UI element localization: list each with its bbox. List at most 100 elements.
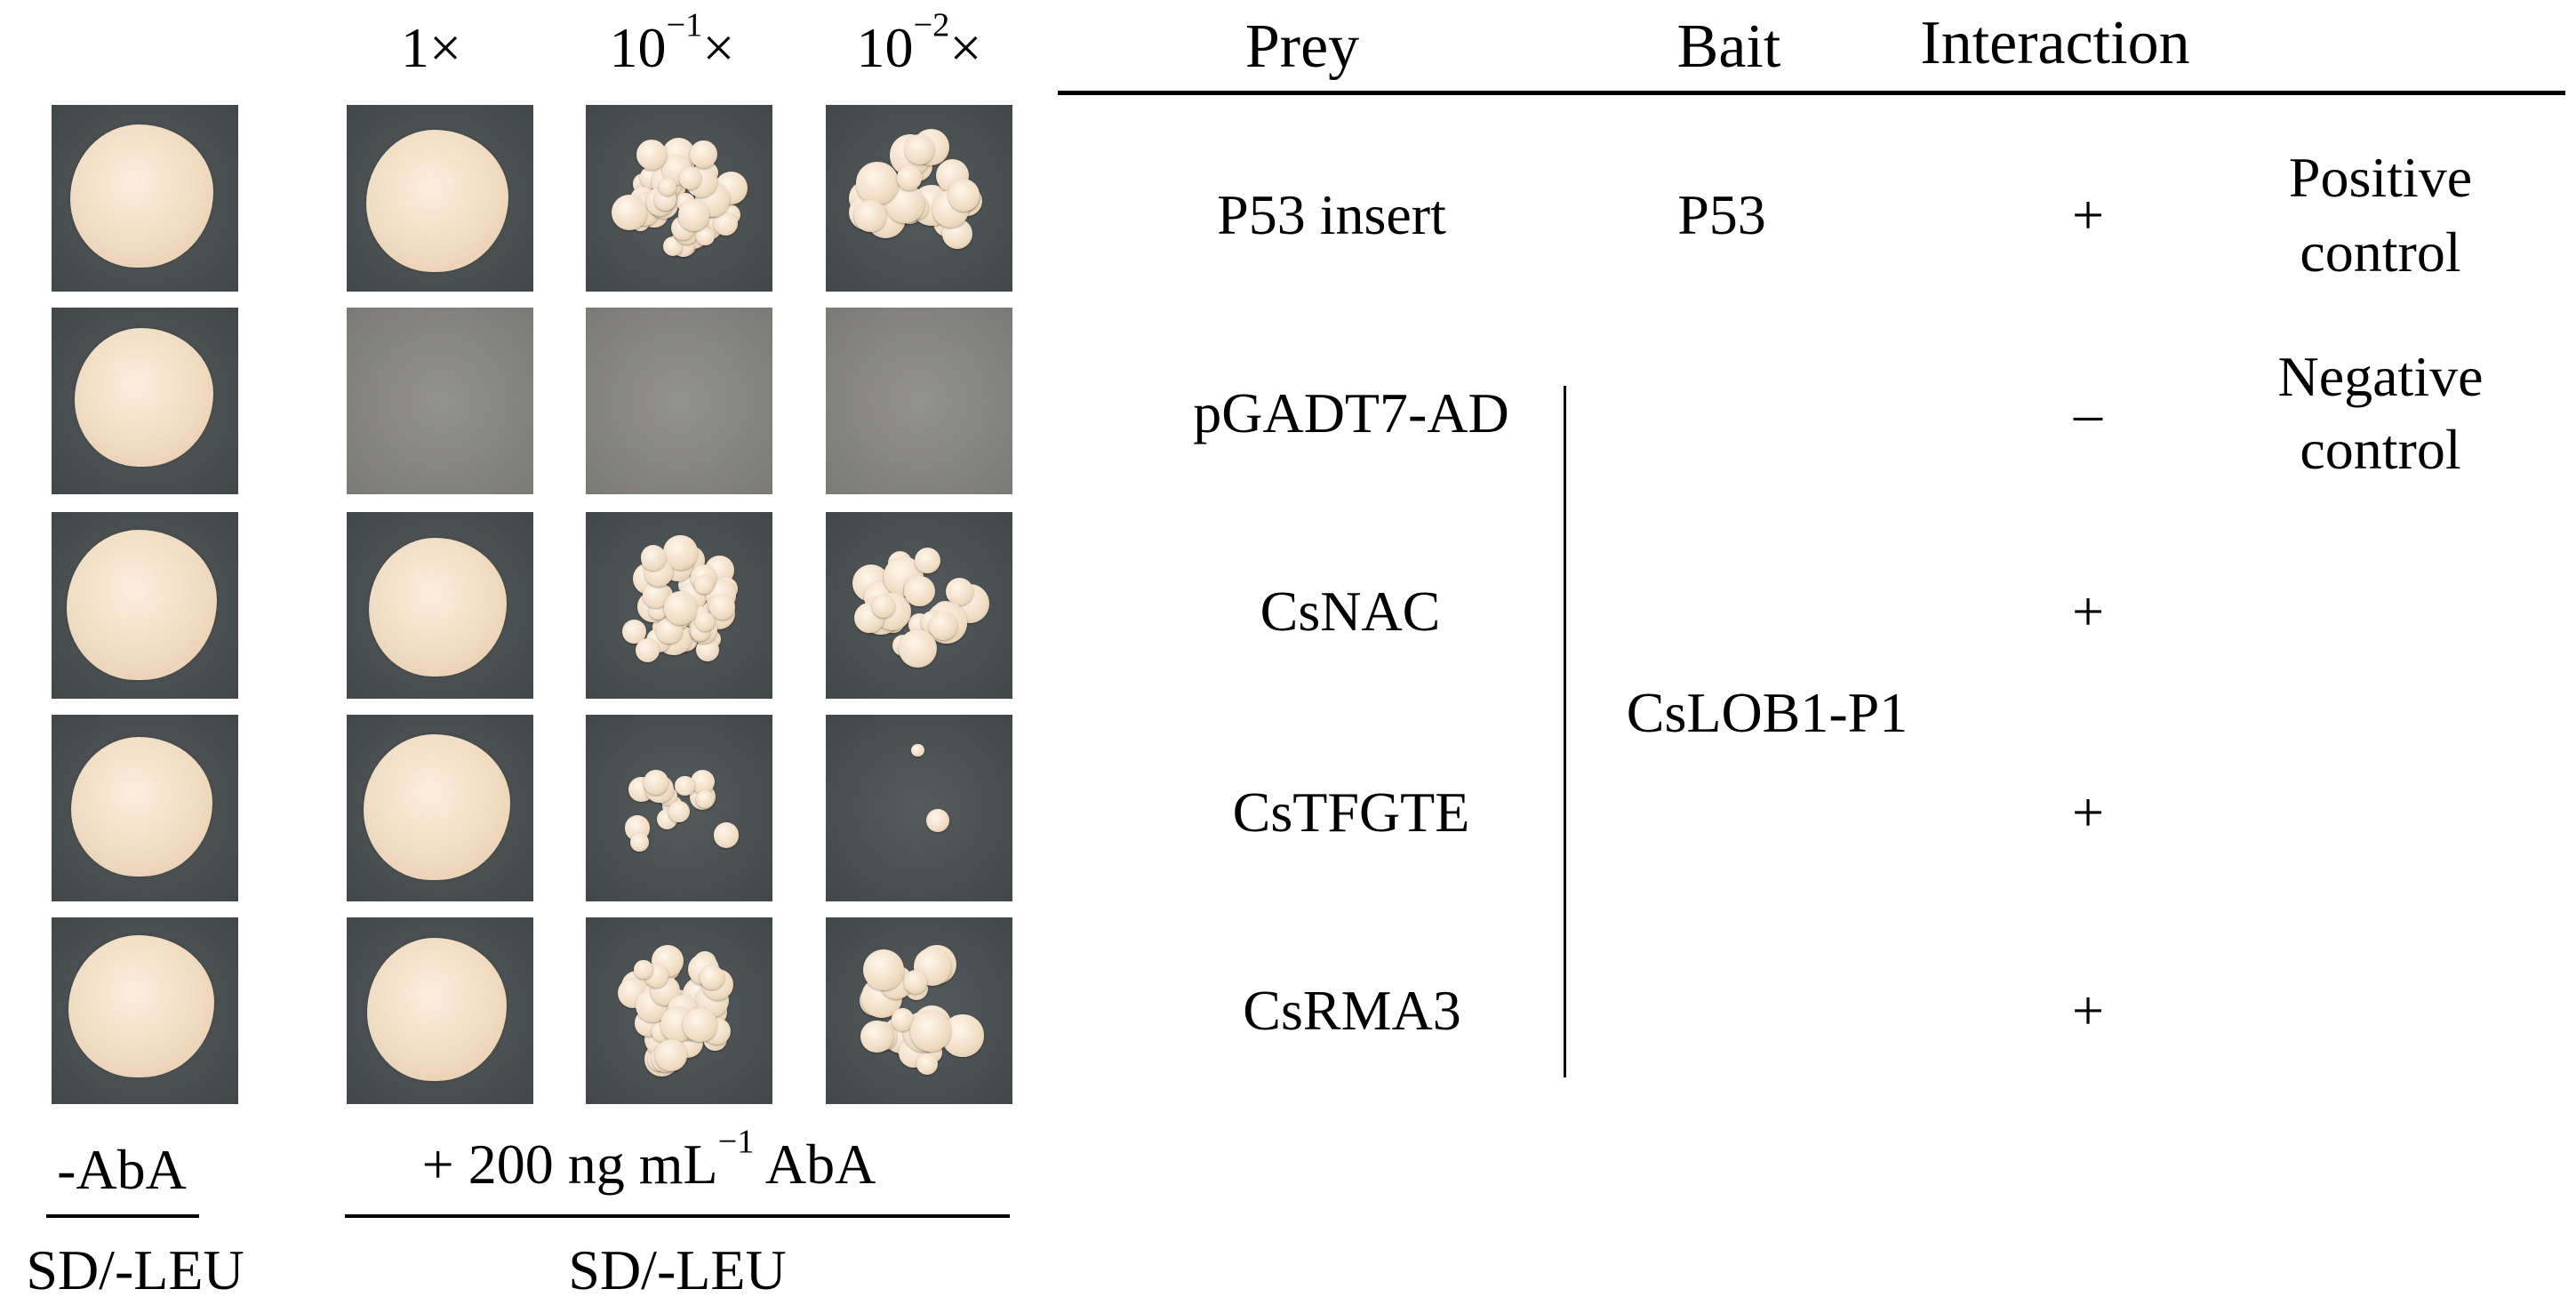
yeast-colony (690, 140, 718, 168)
yeast-plate (826, 917, 1012, 1104)
shared-bait-label: CsLOB1-P1 (1626, 681, 1908, 744)
interaction-cell: – (2074, 381, 2102, 444)
header-interaction: Interaction (1920, 9, 2190, 77)
yeast-plate (52, 308, 238, 494)
yeast-colony (904, 134, 934, 164)
dilution-header-10-1x: 10−1× (609, 6, 735, 79)
yeast-plate (52, 105, 238, 292)
yeast-plate (52, 512, 238, 699)
yeast-plate (586, 308, 772, 494)
yeast-colony (659, 178, 677, 196)
yeast-colony (914, 547, 941, 573)
dilution-header-1x: 1× (400, 16, 462, 79)
yeast-colony (636, 637, 660, 662)
yeast-colony (675, 776, 695, 797)
colony-lawn (66, 529, 217, 680)
interaction-cell: + (2071, 781, 2105, 844)
control-note: control (2300, 220, 2461, 284)
yeast-plate (826, 105, 1012, 292)
colony-lawn (363, 734, 510, 881)
yeast-colony (630, 833, 649, 853)
yeast-colony (709, 593, 736, 620)
yeast-colony (863, 949, 905, 990)
control-note: control (2300, 418, 2461, 481)
yeast-colony (636, 140, 668, 171)
yeast-plate (586, 917, 772, 1104)
dilution-header-10-2x: 10−2× (856, 6, 982, 79)
yeast-colony (695, 612, 716, 632)
yeast-colony (696, 227, 715, 246)
bait-bracket-line (1564, 386, 1566, 1077)
yeast-colony (948, 180, 980, 212)
yeast-plate (347, 308, 533, 494)
header-prey: Prey (1244, 12, 1360, 81)
yeast-plate (586, 105, 772, 292)
yeast-plate (52, 917, 238, 1104)
yeast-colony (898, 629, 937, 668)
yeast-colony (854, 200, 887, 233)
yeast-colony (693, 574, 714, 595)
header-bait: Bait (1676, 12, 1781, 81)
control-note: Positive (2288, 146, 2473, 209)
yeast-colony (679, 167, 701, 190)
no-aba-label: -AbA (57, 1138, 187, 1201)
yeast-colony (860, 1020, 893, 1053)
colony-lawn (369, 538, 508, 677)
control-note: Negative (2277, 345, 2484, 408)
yeast-colony (663, 591, 698, 625)
yeast-colony (612, 194, 648, 230)
colony-lawn (74, 328, 213, 468)
prey-cell: CsTFGTE (1232, 781, 1470, 844)
yeast-colony (677, 199, 710, 231)
prey-cell: pGADT7-AD (1193, 381, 1509, 444)
prey-cell: P53 insert (1217, 183, 1446, 246)
yeast-colony (634, 959, 653, 980)
header-rule (1058, 91, 2565, 95)
yeast-colony (640, 545, 667, 571)
colony-lawn (70, 737, 212, 877)
yeast-colony (904, 575, 936, 607)
yeast-colony (700, 965, 725, 990)
yeast-colony (910, 1011, 952, 1053)
colony-lawn (366, 937, 507, 1081)
colony-lawn (365, 130, 508, 273)
interaction-cell: + (2071, 580, 2105, 643)
yeast-colony (683, 1008, 717, 1043)
aba-label: + 200 ng mL−1 AbA (421, 1123, 876, 1196)
medium-right-rule (345, 1214, 1010, 1218)
colony-lawn (70, 124, 214, 268)
yeast-colony (926, 809, 950, 833)
yeast-colony (644, 770, 668, 795)
yeast-plate (826, 512, 1012, 699)
yeast-colony (856, 162, 899, 204)
yeast-plate (347, 105, 533, 292)
colony-lawn (68, 935, 215, 1078)
yeast-plate (826, 308, 1012, 494)
yeast-plate (52, 715, 238, 901)
bait-cell: P53 (1677, 183, 1766, 246)
yeast-plate (826, 715, 1012, 901)
yeast-colony (904, 970, 928, 994)
yeast-colony (911, 743, 924, 757)
yeast-plate (347, 512, 533, 699)
medium-right-label: SD/-LEU (568, 1238, 787, 1301)
yeast-colony (691, 769, 716, 794)
yeast-plate (586, 512, 772, 699)
yeast-colony (929, 612, 957, 641)
medium-left-rule (46, 1214, 199, 1218)
yeast-colony (896, 165, 922, 191)
interaction-cell: + (2071, 183, 2105, 246)
prey-cell: CsRMA3 (1243, 979, 1461, 1042)
yeast-colony (668, 800, 691, 822)
prey-cell: CsNAC (1260, 580, 1441, 643)
yeast-colony (713, 822, 739, 848)
yeast-colony (654, 1038, 687, 1071)
yeast-colony (871, 594, 896, 619)
yeast-plate (586, 715, 772, 901)
medium-left-label: SD/-LEU (26, 1238, 244, 1301)
yeast-colony (916, 1053, 938, 1075)
yeast-plate (347, 917, 533, 1104)
interaction-cell: + (2071, 979, 2105, 1042)
yeast-plate (347, 715, 533, 901)
yeast-colony (695, 790, 714, 809)
